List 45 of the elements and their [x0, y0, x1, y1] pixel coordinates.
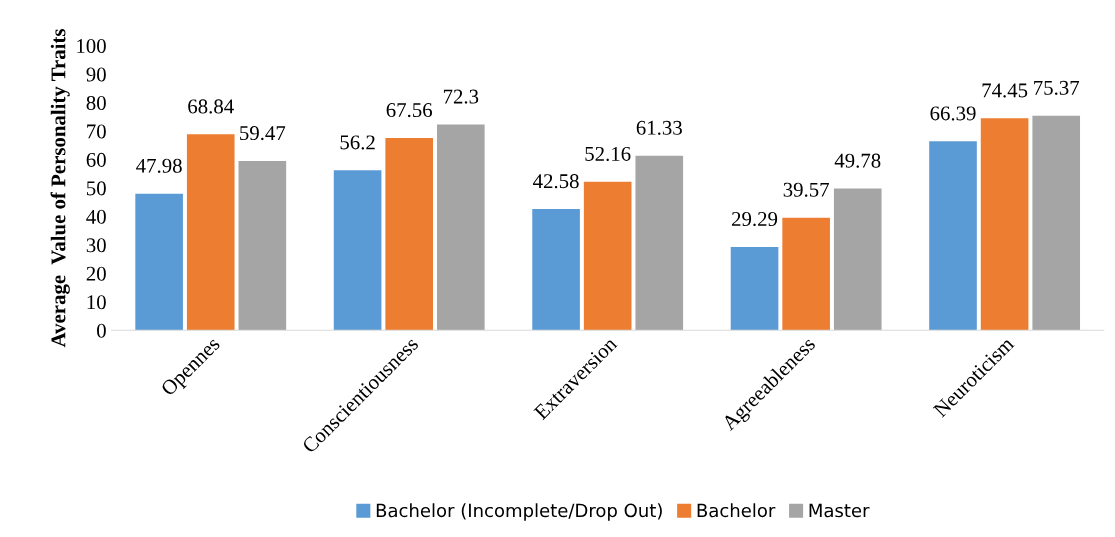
bar [635, 155, 684, 331]
y-tick-label: 30 [86, 238, 106, 253]
data-label: 39.57 [783, 182, 829, 197]
y-tick-label: 0 [97, 323, 106, 338]
data-label: 59.47 [240, 126, 286, 141]
y-tick-label: 70 [87, 124, 106, 139]
y-tick-label: 40 [86, 209, 106, 224]
bar [333, 170, 382, 331]
bar [135, 193, 183, 331]
bar [583, 181, 632, 331]
data-label: 47.98 [136, 158, 182, 173]
y-tick-label: 100 [77, 39, 106, 54]
data-label: 67.56 [386, 103, 433, 118]
legend-label: Bachelor [697, 503, 776, 518]
data-label: 75.37 [1034, 80, 1080, 95]
y-axis-title: Average Value of Personality Traits [50, 29, 70, 348]
y-tick-label: 50 [87, 181, 106, 196]
data-label: 29.29 [732, 211, 778, 227]
data-label: 68.84 [188, 99, 234, 114]
bar [385, 137, 434, 331]
bar [436, 124, 485, 331]
bar [980, 118, 1029, 331]
bar [186, 134, 235, 331]
y-tick-label: 60 [86, 152, 106, 167]
bar [532, 209, 580, 331]
data-label: 56.2 [340, 135, 375, 150]
legend-label: Bachelor (Incomplete/Drop Out) [376, 503, 662, 521]
data-label: 61.33 [636, 120, 682, 135]
data-label: 66.39 [930, 106, 976, 121]
bar [929, 141, 977, 331]
bar [238, 161, 287, 331]
bar [1032, 115, 1081, 331]
data-label: 52.16 [585, 146, 631, 161]
bar [730, 246, 779, 331]
bar [833, 188, 882, 331]
y-tick-label: 10 [87, 295, 106, 310]
legend-label: Master [809, 503, 870, 518]
data-label: 72.3 [443, 89, 479, 104]
data-label: 74.45 [982, 83, 1028, 98]
bar [782, 217, 830, 331]
y-tick-label: 80 [86, 95, 106, 110]
data-label: 42.58 [533, 174, 579, 189]
data-label: 49.78 [834, 153, 881, 168]
y-tick-label: 20 [86, 266, 106, 281]
y-tick-label: 90 [86, 67, 106, 82]
